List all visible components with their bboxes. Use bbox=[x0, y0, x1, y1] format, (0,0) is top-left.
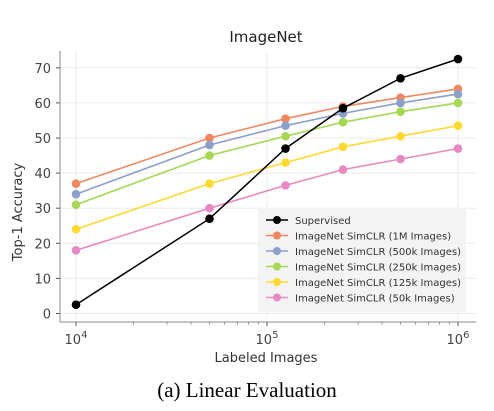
data-point bbox=[453, 144, 463, 153]
legend-marker bbox=[273, 247, 281, 255]
data-point bbox=[396, 98, 405, 108]
line-chart: ImageNet 0 10 20 30 40 50 60 70 104 105 106 Labele… bbox=[11, 28, 476, 366]
data-point bbox=[281, 158, 290, 167]
data-point bbox=[281, 144, 290, 153]
data-point bbox=[453, 98, 463, 108]
x-tick-label: 104 bbox=[65, 330, 88, 348]
data-point bbox=[281, 131, 290, 141]
data-point bbox=[205, 179, 214, 188]
legend: Supervised ImageNet SimCLR (1M Images) Ima… bbox=[258, 208, 466, 312]
legend-label: ImageNet SimCLR (250k Images) bbox=[295, 263, 461, 274]
axes: 0 10 20 30 40 50 60 70 104 105 106 bbox=[34, 51, 476, 348]
data-point bbox=[396, 107, 405, 116]
series-2 bbox=[71, 89, 463, 199]
x-tick-label: 106 bbox=[447, 330, 470, 348]
series-0 bbox=[71, 54, 463, 310]
y-tick-label: 50 bbox=[34, 132, 51, 147]
data-point bbox=[205, 140, 214, 150]
data-point bbox=[396, 154, 405, 164]
y-tick-label: 10 bbox=[34, 272, 51, 287]
legend-marker bbox=[273, 278, 281, 286]
legend-label: Supervised bbox=[295, 216, 351, 227]
data-point bbox=[338, 103, 348, 113]
legend-marker bbox=[273, 216, 281, 224]
legend-marker bbox=[273, 293, 281, 302]
legend-label: ImageNet SimCLR (125k Images) bbox=[295, 278, 461, 289]
legend-box bbox=[258, 208, 466, 312]
y-tick-label: 20 bbox=[34, 237, 51, 252]
y-tick-label: 70 bbox=[34, 62, 51, 77]
y-tick-label: 60 bbox=[34, 97, 51, 112]
series-4 bbox=[71, 121, 463, 234]
figure-caption: (a) Linear Evaluation bbox=[157, 378, 337, 402]
data-point bbox=[71, 300, 81, 310]
x-axis-label: Labeled Images bbox=[215, 351, 318, 366]
data-point bbox=[281, 114, 290, 123]
data-point bbox=[453, 89, 463, 99]
y-tick-label: 30 bbox=[34, 202, 51, 217]
series-line bbox=[75, 147, 459, 252]
data-point bbox=[396, 74, 405, 83]
legend-label: ImageNet SimCLR (1M Images) bbox=[295, 232, 451, 243]
data-point bbox=[396, 131, 405, 141]
data-point bbox=[205, 151, 214, 160]
data-point bbox=[71, 224, 81, 234]
data-point bbox=[453, 121, 463, 131]
data-point bbox=[338, 165, 348, 174]
data-point bbox=[71, 179, 81, 188]
data-point bbox=[205, 203, 214, 213]
series-layer bbox=[71, 54, 463, 310]
data-point bbox=[71, 200, 81, 209]
data-point bbox=[338, 117, 348, 127]
data-point bbox=[205, 214, 214, 224]
data-point bbox=[453, 54, 463, 64]
series-line bbox=[75, 124, 459, 231]
legend-label: ImageNet SimCLR (500k Images) bbox=[295, 247, 461, 258]
series-5 bbox=[71, 144, 463, 255]
series-line bbox=[75, 88, 459, 185]
legend-label: ImageNet SimCLR (50k Images) bbox=[295, 294, 455, 305]
y-tick-label: 0 bbox=[43, 308, 51, 323]
chart-title: ImageNet bbox=[229, 28, 302, 46]
data-point bbox=[281, 181, 290, 190]
legend-marker bbox=[273, 262, 281, 271]
y-axis-label: Top-1 Accuracy bbox=[11, 163, 26, 263]
y-tick-label: 40 bbox=[34, 167, 51, 182]
series-line bbox=[75, 58, 459, 306]
legend-marker bbox=[273, 231, 281, 240]
data-point bbox=[205, 133, 214, 143]
x-tick-label: 105 bbox=[256, 330, 279, 348]
data-point bbox=[71, 246, 81, 255]
data-point bbox=[338, 142, 348, 152]
data-point bbox=[281, 121, 290, 131]
series-line bbox=[75, 93, 459, 195]
data-point bbox=[71, 189, 81, 199]
